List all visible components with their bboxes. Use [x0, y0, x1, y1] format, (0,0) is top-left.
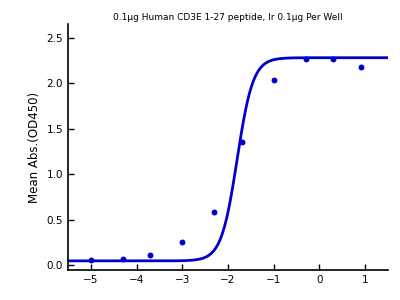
Point	[147, 253, 154, 257]
Point	[88, 258, 94, 263]
Point	[179, 240, 186, 244]
Point	[357, 64, 364, 69]
Point	[120, 256, 126, 261]
Title: 0.1μg Human CD3E 1-27 peptide, Ir 0.1μg Per Well: 0.1μg Human CD3E 1-27 peptide, Ir 0.1μg …	[113, 13, 343, 22]
Point	[238, 140, 245, 144]
Point	[330, 57, 336, 62]
Y-axis label: Mean Abs.(OD450): Mean Abs.(OD450)	[28, 92, 41, 202]
Point	[270, 78, 277, 82]
Point	[302, 57, 309, 62]
Point	[211, 210, 218, 214]
